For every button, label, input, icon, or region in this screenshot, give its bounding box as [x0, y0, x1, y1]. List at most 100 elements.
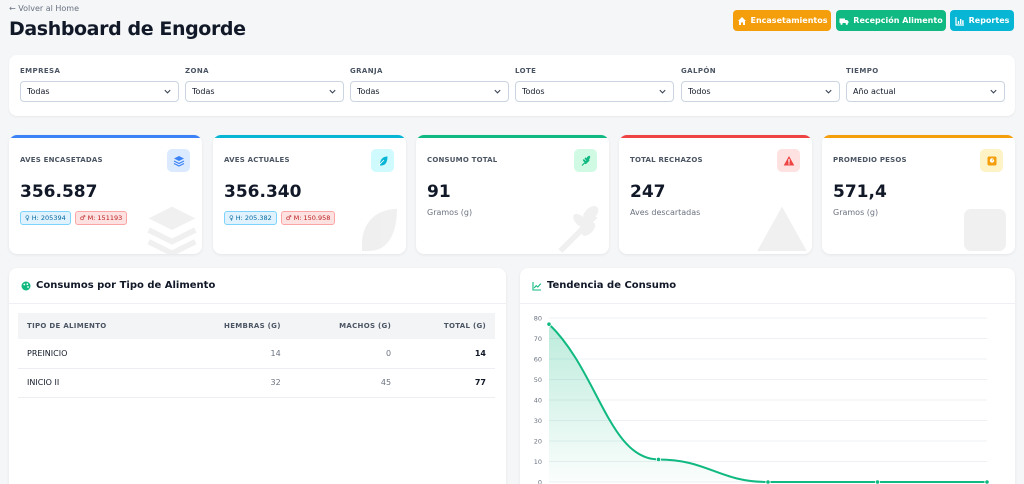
divider	[9, 303, 506, 304]
filter-empresa: EMPRESA Todas	[20, 67, 179, 102]
divider	[520, 303, 1015, 304]
back-link[interactable]: ← Volver al Home	[9, 4, 79, 13]
data-point	[765, 479, 771, 484]
bar-chart-icon	[955, 16, 964, 26]
male-icon: ♂	[285, 214, 292, 222]
consumos-panel: Consumos por Tipo de Alimento TIPO DE AL…	[9, 268, 506, 484]
badge-text: H: 205.382	[235, 214, 272, 222]
card-value: 356.587	[20, 182, 98, 202]
select-value: Todas	[192, 87, 215, 96]
column-header: HEMBRAS (G)	[171, 313, 290, 339]
card-accent-bar	[822, 135, 1015, 138]
male-icon: ♂	[79, 214, 86, 222]
column-header: TIPO DE ALIMENTO	[18, 313, 172, 339]
y-tick-label: 50	[534, 376, 542, 384]
table-cell: INICIO II	[18, 368, 172, 398]
select-value: Todas	[27, 87, 50, 96]
table-cell: 0	[289, 339, 401, 369]
y-tick-label: 80	[534, 315, 542, 323]
tendencia-header: Tendencia de Consumo	[532, 280, 676, 291]
layers-watermark-icon	[147, 206, 197, 254]
page-title: Dashboard de Engorde	[9, 18, 246, 40]
recepcion-alimento-button[interactable]: Recepción Alimento	[836, 10, 946, 31]
layers-icon	[167, 149, 190, 172]
card-accent-bar	[416, 135, 609, 138]
filter-label: TIEMPO	[846, 67, 879, 75]
tendencia-title: Tendencia de Consumo	[547, 280, 677, 291]
filter-granja: GRANJA Todas	[350, 67, 509, 102]
encasetamientos-button[interactable]: Encasetamientos	[733, 10, 831, 31]
hembras-badge: ♀ H: 205.382	[224, 211, 277, 225]
y-tick-label: 60	[534, 356, 542, 364]
badge-text: M: 151193	[87, 214, 123, 222]
reportes-label: Reportes	[968, 16, 1010, 25]
series-area	[549, 324, 987, 482]
data-point	[984, 479, 990, 484]
chevron-down-icon	[990, 89, 997, 94]
filter-label: GALPÓN	[681, 67, 716, 75]
feather-watermark-icon	[362, 209, 397, 251]
table-cell: 77	[400, 368, 495, 398]
tendencia-panel: Tendencia de Consumo 0 10 20 30 40 50 60 70 80	[520, 268, 1015, 484]
reportes-button[interactable]: Reportes	[950, 10, 1014, 31]
chevron-down-icon	[329, 89, 336, 94]
filter-label: ZONA	[185, 67, 209, 75]
table-cell: 14	[400, 339, 495, 369]
card-value: 571,4	[833, 182, 887, 202]
consumption-trend-chart: 0 10 20 30 40 50 60 70 80	[534, 315, 990, 484]
table-row: PREINICIO 14 0 14	[18, 339, 495, 369]
badge-text: H: 205394	[31, 214, 66, 222]
filter-zona: ZONA Todas	[185, 67, 344, 102]
warning-icon	[777, 149, 800, 172]
data-point	[655, 456, 662, 463]
card-accent-bar	[9, 135, 202, 138]
y-tick-label: 30	[534, 417, 542, 425]
tiempo-select[interactable]: Año actual	[846, 81, 1005, 102]
consumos-title: Consumos por Tipo de Alimento	[36, 280, 216, 291]
filter-label: LOTE	[515, 67, 537, 75]
consumos-table: TIPO DE ALIMENTO HEMBRAS (G) MACHOS (G) …	[18, 313, 495, 398]
data-point	[874, 479, 881, 484]
select-value: Todas	[357, 87, 380, 96]
card-total-rechazos: TOTAL RECHAZOS 247 Aves descartadas	[619, 135, 812, 254]
filter-label: GRANJA	[350, 67, 383, 75]
filter-lote: LOTE Todos	[515, 67, 674, 102]
table-header-row: TIPO DE ALIMENTO HEMBRAS (G) MACHOS (G) …	[18, 313, 495, 339]
filter-galpon: GALPÓN Todos	[681, 67, 840, 102]
machos-badge: ♂ M: 150.958	[280, 211, 336, 225]
granja-select[interactable]: Todas	[350, 81, 509, 102]
table-row: INICIO II 32 45 77	[18, 368, 495, 398]
warning-watermark-icon	[757, 206, 807, 251]
series-line	[548, 323, 987, 483]
y-tick-label: 20	[534, 438, 542, 446]
card-label: PROMEDIO PESOS	[833, 156, 907, 164]
wheat-watermark-icon	[558, 205, 599, 253]
hembras-badge: ♀ H: 205394	[20, 211, 71, 225]
chevron-down-icon	[659, 89, 666, 94]
galpon-select[interactable]: Todos	[681, 81, 840, 102]
select-value: Todos	[522, 87, 545, 96]
card-subtitle: Gramos (g)	[833, 208, 879, 217]
card-value: 91	[427, 182, 451, 202]
card-value: 356.340	[224, 182, 302, 202]
palette-icon	[21, 281, 31, 290]
recepcion-alimento-label: Recepción Alimento	[853, 16, 943, 25]
card-subtitle: Aves descartadas	[630, 208, 701, 217]
machos-badge: ♂ M: 151193	[74, 211, 128, 225]
badge-text: M: 150.958	[293, 214, 331, 222]
select-value: Año actual	[853, 87, 896, 96]
card-accent-bar	[619, 135, 812, 138]
zona-select[interactable]: Todas	[185, 81, 344, 102]
data-point	[546, 321, 552, 327]
scale-icon	[980, 149, 1003, 172]
column-header: TOTAL (G)	[400, 313, 495, 339]
card-label: AVES ACTUALES	[224, 156, 290, 164]
empresa-select[interactable]: Todas	[20, 81, 179, 102]
select-value: Todos	[688, 87, 711, 96]
encasetamientos-label: Encasetamientos	[750, 16, 828, 25]
table-cell: 45	[289, 368, 401, 398]
lote-select[interactable]: Todos	[515, 81, 674, 102]
card-subtitle: Gramos (g)	[427, 208, 473, 217]
filter-label: EMPRESA	[20, 67, 61, 75]
column-header: MACHOS (G)	[289, 313, 401, 339]
